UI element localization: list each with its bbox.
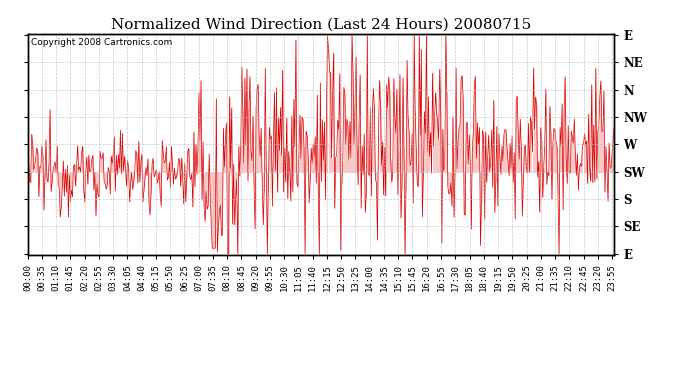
Title: Normalized Wind Direction (Last 24 Hours) 20080715: Normalized Wind Direction (Last 24 Hours… — [110, 17, 531, 31]
Text: Copyright 2008 Cartronics.com: Copyright 2008 Cartronics.com — [30, 38, 172, 47]
